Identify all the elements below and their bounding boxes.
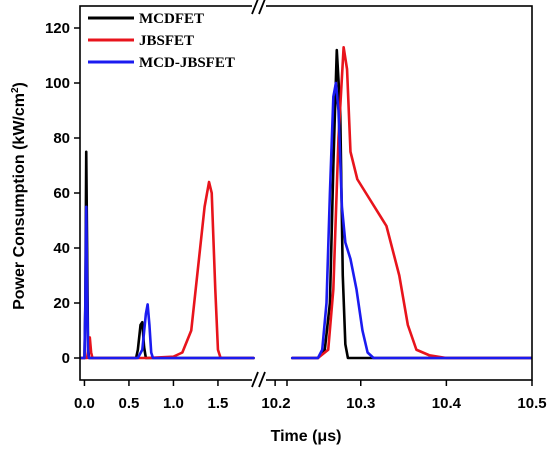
- legend-label-mcd-jbsfet: MCD-JBSFET: [139, 55, 235, 71]
- x-axis-title: Time (μs): [271, 428, 342, 445]
- x-tick-label: 0.0: [74, 395, 95, 412]
- tick-layer: 0 20 40 60 80 100 120 0.0 0.5 1.0 1.5 10.3 10.4 10.5 1…: [45, 20, 547, 412]
- y-axis-title: Power Consumption (kW/cm2): [10, 82, 28, 310]
- y-tick-label: 100: [45, 75, 70, 92]
- legend-label-jbsfet: JBSFET: [139, 33, 194, 49]
- series-line-mcd-jbsfet-part-2: [290, 81, 532, 360]
- x-tick-label: 1.5: [208, 395, 229, 412]
- series-line-mcdfet-part-2: [290, 48, 532, 360]
- axis-break: [251, 0, 266, 388]
- legend-label-mcdfet: MCDFET: [139, 11, 204, 27]
- y-axis-title-main: Power Consumption (kW/cm: [11, 93, 28, 310]
- y-tick-label: 60: [53, 185, 70, 202]
- series-layer: [80, 45, 532, 360]
- y-tick-label: 40: [53, 240, 70, 257]
- series-line-mcd-jbsfet-part-1: [80, 205, 255, 360]
- x-break-tick-label: 10.2: [261, 395, 290, 412]
- y-tick-label: 80: [53, 130, 70, 147]
- x-tick-label: 10.3: [346, 395, 375, 412]
- legend: MCDFET JBSFET MCD-JBSFET: [88, 11, 235, 71]
- x-tick-label: 0.5: [119, 395, 140, 412]
- x-tick-label: 10.5: [517, 395, 546, 412]
- y-tick-label: 20: [53, 295, 70, 312]
- y-tick-label: 0: [62, 350, 70, 367]
- x-tick-label: 10.4: [432, 395, 462, 412]
- series-line-mcdfet-part-1: [80, 150, 255, 360]
- series-line-jbsfet-part-2: [290, 45, 532, 360]
- y-tick-label: 120: [45, 20, 70, 37]
- y-axis-title-superscript: 2: [10, 87, 21, 93]
- series-line-jbsfet-part-1: [80, 180, 255, 360]
- x-tick-label: 1.0: [163, 395, 184, 412]
- y-axis-title-end: ): [11, 82, 28, 87]
